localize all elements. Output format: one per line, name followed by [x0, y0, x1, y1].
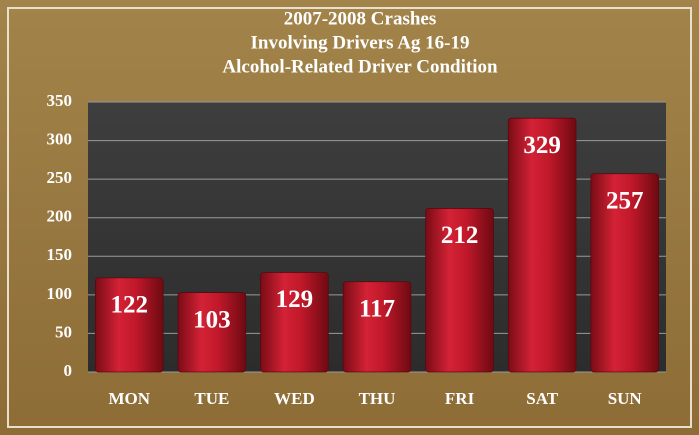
- x-tick-label: SAT: [526, 389, 558, 408]
- bar: [342, 281, 412, 373]
- x-tick-label: WED: [274, 389, 315, 408]
- y-tick-label: 150: [47, 245, 73, 264]
- data-label: 257: [606, 187, 644, 214]
- bar: [425, 208, 494, 373]
- bar: [177, 292, 247, 373]
- x-tick-label: TUE: [194, 389, 229, 408]
- data-label: 212: [441, 222, 479, 249]
- frame: [7, 7, 692, 428]
- x-tick-label: THU: [359, 389, 396, 408]
- data-label: 117: [359, 295, 395, 322]
- bar: [260, 272, 329, 373]
- y-tick-label: 300: [47, 129, 73, 148]
- y-tick-label: 50: [55, 322, 72, 341]
- x-tick-label: FRI: [445, 389, 475, 408]
- bar: [95, 277, 164, 373]
- chart-title: Involving Drivers Ag 16-19: [250, 32, 469, 53]
- bar: [507, 117, 577, 373]
- y-tick-label: 200: [47, 207, 73, 226]
- bar: [590, 173, 659, 373]
- x-tick-label: SUN: [608, 389, 643, 408]
- chart-title: Alcohol-Related Driver Condition: [222, 56, 498, 77]
- y-tick-label: 100: [47, 284, 73, 303]
- y-tick-label: 250: [47, 168, 73, 187]
- data-label: 122: [111, 292, 149, 319]
- x-tick-label: MON: [109, 389, 151, 408]
- data-label: 103: [193, 306, 231, 333]
- data-label: 329: [523, 132, 561, 159]
- chart-title: 2007-2008 Crashes: [284, 8, 437, 29]
- data-label: 129: [276, 286, 314, 313]
- y-tick-label: 350: [47, 91, 73, 110]
- y-tick-label: 0: [64, 361, 73, 380]
